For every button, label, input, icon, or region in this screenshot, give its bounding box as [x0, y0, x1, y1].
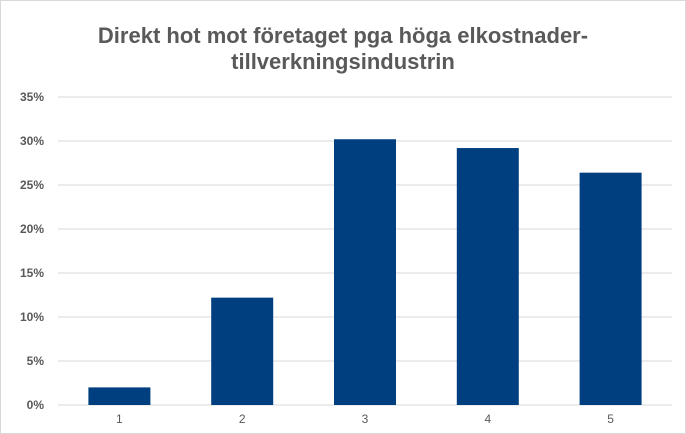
- bars: [88, 139, 642, 406]
- y-tick-label-1: 5%: [27, 354, 45, 368]
- y-tick-label-6: 30%: [20, 134, 44, 148]
- bar-3: [334, 139, 396, 406]
- y-tick-label-2: 10%: [20, 310, 44, 324]
- x-tick-label-5: 5: [607, 412, 614, 426]
- y-axis-ticks: 0% 5% 10% 15% 20% 25% 30% 35%: [20, 90, 44, 412]
- chart-title: Direkt hot mot företaget pga höga elkost…: [21, 23, 665, 75]
- x-tick-label-4: 4: [484, 412, 491, 426]
- x-tick-label-1: 1: [116, 412, 123, 426]
- y-tick-label-3: 15%: [20, 266, 44, 280]
- y-tick-label-4: 20%: [20, 222, 44, 236]
- bar-2: [211, 297, 274, 405]
- y-tick-label-0: 0%: [27, 398, 45, 412]
- x-tick-label-2: 2: [239, 412, 246, 426]
- chart-title-line-1: Direkt hot mot företaget pga höga elkost…: [97, 23, 589, 48]
- x-tick-label-3: 3: [362, 412, 369, 426]
- bar-5: [579, 172, 642, 405]
- y-tick-label-5: 25%: [20, 178, 44, 192]
- y-tick-label-7: 35%: [20, 90, 44, 104]
- chart-title-line-2: tillverkningsindustrin: [231, 49, 455, 74]
- bar-1: [88, 387, 151, 405]
- x-axis-ticks: 1 2 3 4 5: [116, 412, 614, 426]
- bar-4: [456, 148, 519, 406]
